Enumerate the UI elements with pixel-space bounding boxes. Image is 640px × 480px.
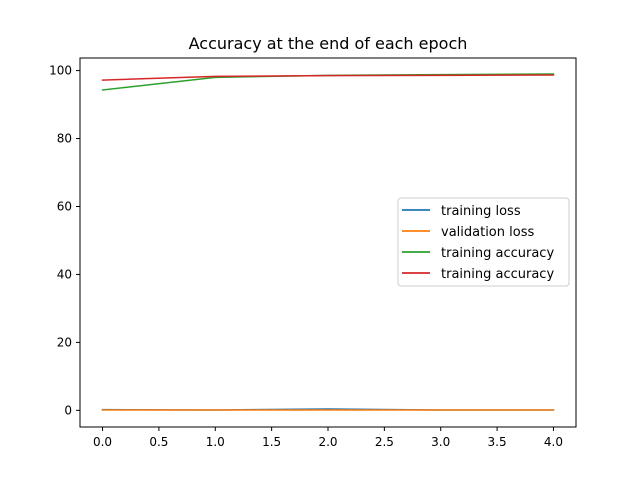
y-axis-ticks: 0 20 40 60 80 100 xyxy=(49,64,80,417)
y-tick-label: 20 xyxy=(57,335,72,349)
x-tick-label: 1.5 xyxy=(262,435,281,449)
x-tick-label: 3.5 xyxy=(488,435,507,449)
legend-label-1: validation loss xyxy=(441,225,534,240)
series-line-3 xyxy=(101,74,555,81)
x-tick-label: 1.0 xyxy=(206,435,225,449)
plot-area: 0.0 0.5 1.0 1.5 2.0 2.5 3.0 3.5 4.0 0 20 40 60 80 100 xyxy=(49,57,577,449)
y-tick-label: 100 xyxy=(49,64,72,78)
x-tick-label: 3.0 xyxy=(431,435,450,449)
x-axis-ticks: 0.0 0.5 1.0 1.5 2.0 2.5 3.0 3.5 4.0 xyxy=(93,427,563,449)
x-tick-label: 2.5 xyxy=(375,435,394,449)
y-tick-label: 60 xyxy=(57,199,72,213)
x-tick-label: 4.0 xyxy=(544,435,563,449)
x-tick-label: 2.0 xyxy=(318,435,337,449)
legend-label-2: training accuracy xyxy=(441,246,554,261)
legend-label-0: training loss xyxy=(441,204,521,219)
legend: training loss validation loss training acc… xyxy=(397,197,570,287)
legend-items: training loss validation loss training acc… xyxy=(402,204,554,282)
series-layer xyxy=(101,73,555,411)
y-tick-label: 80 xyxy=(57,132,72,146)
y-tick-label: 0 xyxy=(64,403,72,417)
chart-title: Accuracy at the end of each epoch xyxy=(189,34,468,53)
legend-box xyxy=(397,197,570,287)
legend-label-3: training accuracy xyxy=(441,267,554,282)
x-tick-label: 0.0 xyxy=(93,435,112,449)
x-tick-label: 0.5 xyxy=(149,435,168,449)
y-tick-label: 40 xyxy=(57,267,72,281)
